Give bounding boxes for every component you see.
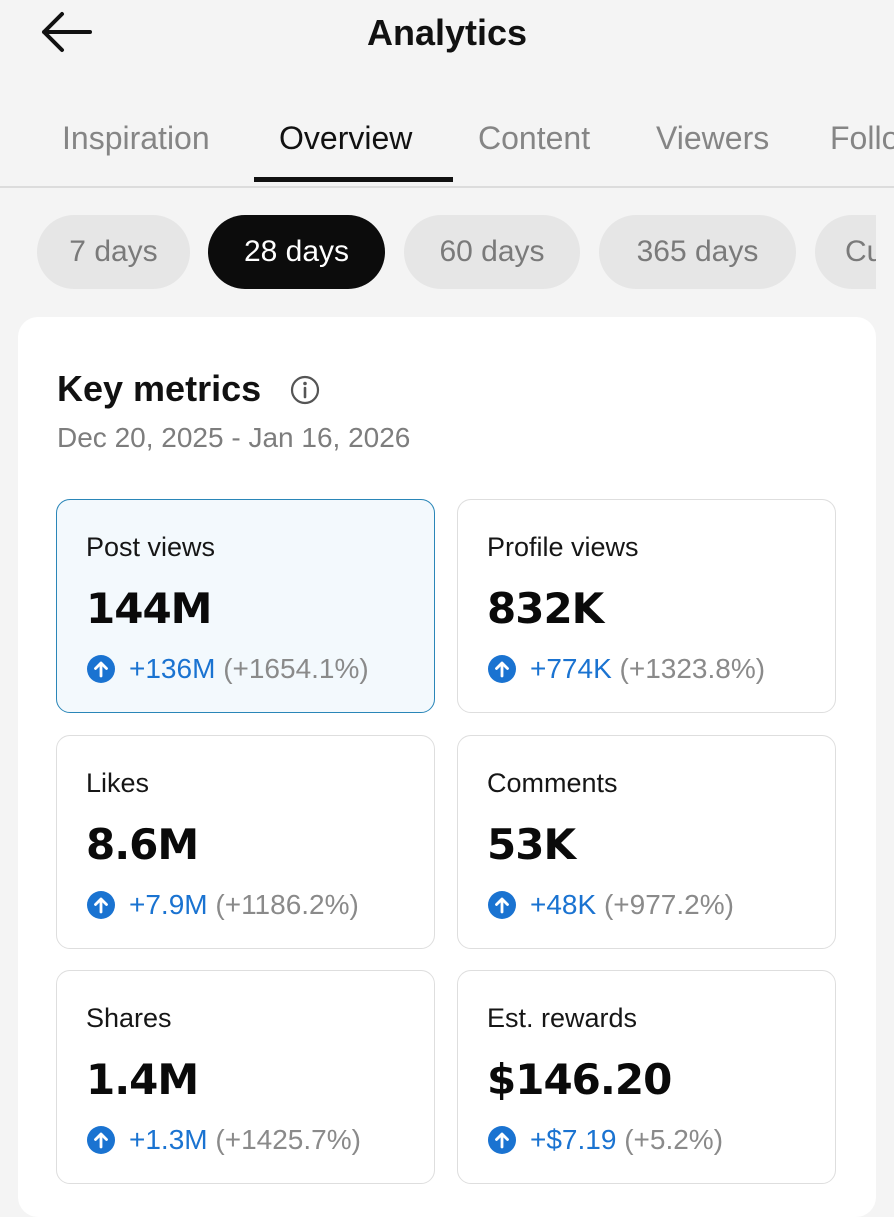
metric-percent: (+1654.1%) bbox=[223, 653, 369, 684]
date-range: Dec 20, 2025 - Jan 16, 2026 bbox=[57, 422, 411, 453]
metric-change-row: +774K (+1323.8%) bbox=[530, 653, 765, 685]
range-pill[interactable]: 365 days bbox=[599, 215, 796, 289]
tab-underline bbox=[254, 177, 453, 182]
metric-label: Comments bbox=[487, 768, 618, 798]
metric-change: +$7.19 bbox=[530, 1124, 617, 1155]
metric-percent: (+1425.7%) bbox=[215, 1124, 361, 1155]
metric-value: 53K bbox=[487, 820, 576, 869]
metric-value: 1.4M bbox=[86, 1055, 199, 1104]
metric-value: 832K bbox=[487, 584, 604, 633]
metric-card[interactable]: Profile views 832K +774K (+1323.8%) bbox=[457, 499, 836, 713]
metric-value: 8.6M bbox=[86, 820, 199, 869]
metric-label: Est. rewards bbox=[487, 1003, 638, 1033]
metric-change-row: +1.3M (+1425.7%) bbox=[129, 1124, 361, 1156]
metric-label: Profile views bbox=[487, 532, 639, 562]
back-button[interactable] bbox=[38, 10, 94, 56]
up-icon bbox=[87, 891, 115, 919]
up-icon bbox=[488, 655, 516, 683]
metric-value: 144M bbox=[86, 584, 212, 633]
metric-change-row: +7.9M (+1186.2%) bbox=[129, 889, 359, 921]
metric-percent: (+977.2%) bbox=[603, 889, 734, 920]
metric-label: Shares bbox=[86, 1003, 172, 1033]
up-icon bbox=[488, 891, 516, 919]
metric-value: $146.20 bbox=[487, 1055, 672, 1104]
tab[interactable]: Followers bbox=[830, 120, 894, 156]
range-pill[interactable]: 7 days bbox=[37, 215, 190, 289]
metric-change: +1.3M bbox=[129, 1124, 208, 1155]
metric-card[interactable]: Post views 144M +136M (+1654.1%) bbox=[56, 499, 435, 713]
metric-card[interactable]: Likes 8.6M +7.9M (+1186.2%) bbox=[56, 735, 435, 949]
range-pill[interactable]: Custom bbox=[815, 215, 876, 289]
range-pill[interactable]: 28 days bbox=[208, 215, 385, 289]
metric-change-row: +48K (+977.2%) bbox=[530, 889, 734, 921]
metric-change-row: +136M (+1654.1%) bbox=[129, 653, 369, 685]
tab[interactable]: Inspiration bbox=[62, 120, 210, 156]
metric-percent: (+1323.8%) bbox=[619, 653, 766, 684]
info-icon[interactable] bbox=[289, 374, 321, 406]
metric-change: +7.9M bbox=[129, 889, 208, 920]
metric-percent: (+5.2%) bbox=[624, 1124, 724, 1155]
section-title: Key metrics bbox=[57, 368, 262, 409]
tab[interactable]: Overview bbox=[279, 120, 413, 156]
metric-label: Likes bbox=[86, 768, 150, 798]
metric-card[interactable]: Comments 53K +48K (+977.2%) bbox=[457, 735, 836, 949]
range-pill[interactable]: 60 days bbox=[404, 215, 580, 289]
up-icon bbox=[488, 1126, 516, 1154]
metric-card[interactable]: Shares 1.4M +1.3M (+1425.7%) bbox=[56, 970, 435, 1184]
metric-change: +136M bbox=[129, 653, 216, 684]
tab[interactable]: Content bbox=[478, 120, 591, 156]
metric-change-row: +$7.19 (+5.2%) bbox=[530, 1124, 723, 1156]
metric-change: +48K bbox=[530, 889, 597, 920]
metric-change: +774K bbox=[530, 653, 612, 684]
up-icon bbox=[87, 1126, 115, 1154]
metric-card[interactable]: Est. rewards $146.20 +$7.19 (+5.2%) bbox=[457, 970, 836, 1184]
metric-percent: (+1186.2%) bbox=[215, 889, 359, 920]
up-icon bbox=[87, 655, 115, 683]
tab-bar: Inspiration Overview Content Viewers Followe… bbox=[0, 112, 894, 188]
page-title: Analytics bbox=[366, 12, 528, 53]
metric-label: Post views bbox=[86, 532, 216, 562]
tab[interactable]: Viewers bbox=[656, 120, 770, 156]
